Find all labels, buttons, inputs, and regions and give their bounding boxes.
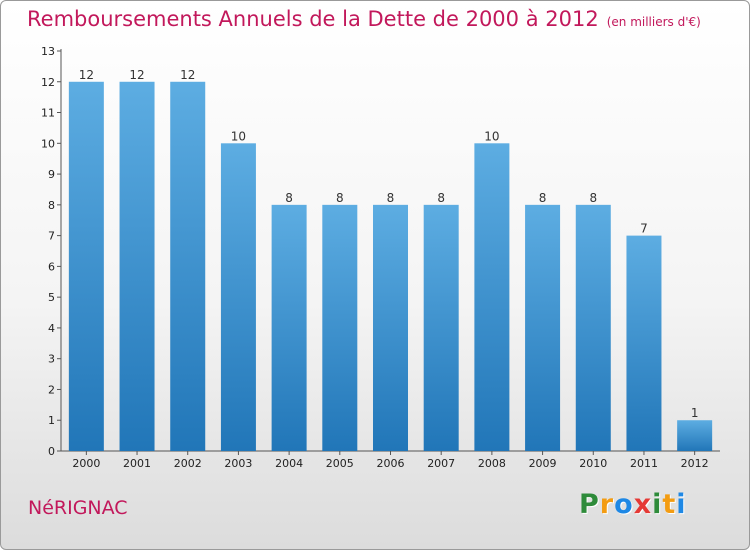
bar-2008	[474, 143, 510, 452]
value-labels: 12 12 12 10 8 8 8 8 10 8 8 7 1	[79, 68, 699, 420]
bars	[68, 81, 713, 452]
x-tick-label: 2004	[275, 457, 303, 470]
logo-letter: P	[579, 489, 600, 520]
bar-2007	[423, 204, 459, 451]
bar-2006	[373, 204, 408, 451]
logo-letter: r	[599, 489, 615, 520]
logo-letter: i	[676, 489, 687, 520]
bar-2003	[220, 143, 256, 452]
value-label: 10	[484, 129, 499, 143]
x-tick-label: 2007	[427, 457, 455, 470]
y-tick-label: 10	[41, 137, 55, 150]
value-label: 8	[437, 191, 445, 205]
y-tick-label: 12	[41, 76, 55, 89]
chart-title: Remboursements Annuels de la Dette de 20…	[27, 7, 701, 31]
value-label: 1	[691, 406, 699, 420]
y-tick-label: 3	[48, 353, 55, 366]
value-label: 12	[180, 68, 195, 82]
logo-letter: o	[614, 489, 634, 520]
bar-2004	[271, 204, 307, 451]
bar-2011	[626, 235, 662, 451]
y-tick-label: 8	[48, 199, 55, 212]
y-tick-label: 9	[48, 168, 55, 181]
x-tick-label: 2003	[224, 457, 252, 470]
value-label: 12	[129, 68, 144, 82]
x-tick-label: 2006	[377, 457, 405, 470]
y-tick-label: 0	[48, 445, 55, 458]
x-tick-label: 2011	[630, 457, 658, 470]
value-label: 7	[640, 222, 648, 236]
proxiti-logo: Proxiti	[579, 489, 687, 520]
value-label: 8	[589, 191, 597, 205]
x-tick-label: 2001	[123, 457, 151, 470]
chart-title-text: Remboursements Annuels de la Dette de 20…	[27, 7, 599, 31]
value-label: 12	[79, 68, 94, 82]
x-tick-label: 2010	[579, 457, 607, 470]
bar-2000	[68, 81, 104, 452]
x-tick-label: 2000	[72, 457, 100, 470]
value-label: 8	[387, 191, 395, 205]
bar-2012	[677, 420, 713, 451]
value-label: 8	[539, 191, 547, 205]
value-label: 8	[336, 191, 344, 205]
bar-2002	[170, 81, 206, 452]
value-label: 10	[231, 129, 246, 143]
y-tick-label: 1	[48, 414, 55, 427]
y-tick-label: 13	[41, 45, 55, 58]
x-tick-label: 2012	[681, 457, 709, 470]
bar-2010	[575, 204, 611, 451]
commune-name: NéRIGNAC	[28, 497, 128, 519]
y-tick-label: 11	[41, 107, 55, 120]
logo-letter: x	[633, 489, 653, 520]
y-tick-label: 6	[48, 260, 55, 273]
y-tick-label: 7	[48, 230, 55, 243]
y-tick-label: 5	[48, 291, 55, 304]
logo-letter: i	[652, 489, 663, 520]
value-label: 8	[285, 191, 293, 205]
y-tick-label: 4	[48, 322, 55, 335]
chart-unit: (en milliers d'€)	[606, 15, 701, 29]
bar-2005	[322, 204, 358, 451]
y-tick-label: 2	[48, 383, 55, 396]
bar-2009	[525, 204, 561, 451]
bar-2001	[119, 81, 155, 452]
x-tick-label: 2002	[174, 457, 202, 470]
logo-letter: t	[662, 489, 677, 520]
x-tick-label: 2005	[326, 457, 354, 470]
x-tick-label: 2008	[478, 457, 506, 470]
x-tick-label: 2009	[529, 457, 557, 470]
